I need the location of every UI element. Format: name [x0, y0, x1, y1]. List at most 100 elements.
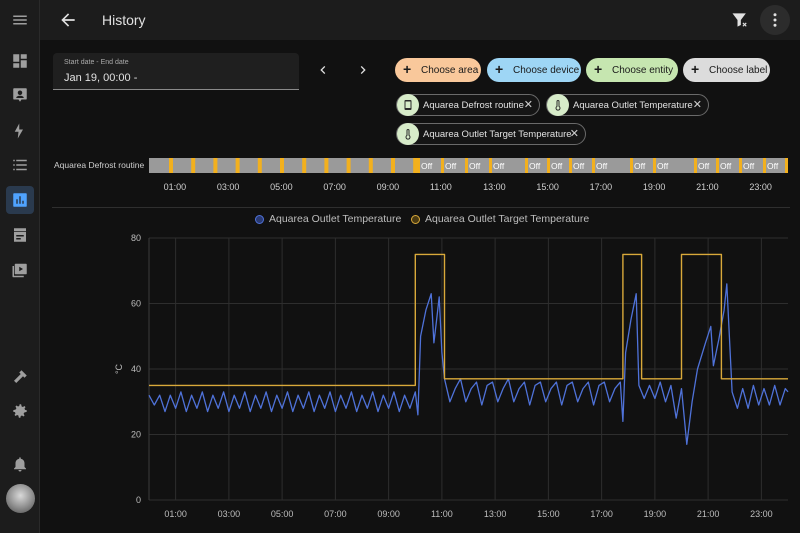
selected-entity-chip: Aquarea Outlet Temperature ✕	[546, 94, 709, 116]
legend-label: Aquarea Outlet Target Temperature	[425, 213, 590, 225]
timeline-tick-label: 09:00	[376, 182, 400, 192]
plus-icon: +	[594, 61, 603, 77]
timeline-tick-label: 05:00	[270, 182, 293, 192]
timeline-blip	[525, 158, 528, 173]
x-tick-label: 05:00	[271, 509, 294, 519]
legend-item-target-temperature[interactable]: Aquarea Outlet Target Temperature	[411, 213, 589, 225]
y-tick-label: 60	[131, 299, 141, 309]
timeline-off-label: Off	[469, 161, 481, 171]
x-tick-label: 03:00	[218, 509, 241, 519]
dashboard-icon[interactable]	[6, 47, 34, 75]
close-icon[interactable]: ✕	[523, 99, 533, 111]
previous-period-icon[interactable]	[315, 62, 331, 78]
filter-remove-icon[interactable]	[730, 10, 750, 30]
x-tick-label: 19:00	[644, 509, 667, 519]
timeline-off-label: Off	[596, 161, 608, 171]
x-tick-label: 07:00	[324, 509, 347, 519]
timeline-blip	[391, 158, 395, 173]
more-vertical-icon[interactable]	[760, 5, 790, 35]
sidebar	[0, 0, 40, 533]
timeline-off-label: Off	[698, 161, 710, 171]
choose-entity-label: Choose entity	[612, 64, 674, 76]
timeline-blip	[213, 158, 218, 173]
timeline-blip	[785, 158, 788, 173]
choose-area-label: Choose area	[421, 64, 479, 76]
menu-icon[interactable]	[6, 6, 34, 34]
choose-entity-button[interactable]: + Choose entity	[586, 58, 678, 82]
timeline-tick-label: 23:00	[749, 182, 772, 192]
timeline-blip	[191, 158, 196, 173]
back-arrow-icon[interactable]	[58, 10, 78, 30]
chart-legend: Aquarea Outlet Temperature Aquarea Outle…	[0, 213, 800, 229]
x-tick-label: 17:00	[590, 509, 613, 519]
thermometer-icon	[397, 123, 419, 145]
close-icon[interactable]: ✕	[569, 128, 579, 140]
timeline-off-label: Off	[767, 161, 779, 171]
y-tick-label: 0	[136, 495, 141, 505]
close-icon[interactable]: ✕	[692, 99, 702, 111]
next-period-icon[interactable]	[355, 62, 371, 78]
lightning-icon[interactable]	[6, 117, 34, 145]
divider	[52, 207, 790, 208]
legend-swatch	[255, 214, 264, 224]
timeline-tick-label: 01:00	[163, 182, 187, 192]
choose-label-button[interactable]: + Choose label	[683, 58, 770, 82]
hacs-icon[interactable]	[6, 221, 34, 249]
legend-swatch	[411, 214, 420, 224]
x-tick-label: 21:00	[697, 509, 720, 519]
timeline-blip	[417, 158, 420, 173]
choose-area-button[interactable]: + Choose area	[395, 58, 481, 82]
gear-icon[interactable]	[6, 397, 34, 425]
timeline-bar[interactable]: Off Off Off Off Off Off Off Off Off Off Off Off Off O…	[149, 158, 788, 173]
x-tick-label: 01:00	[164, 509, 187, 519]
timeline-blip	[257, 158, 262, 173]
play-box-icon[interactable]	[6, 255, 34, 283]
list-icon[interactable]	[6, 151, 34, 179]
timeline-tick-label: 11:00	[429, 182, 452, 192]
timeline-blip	[169, 158, 173, 173]
timeline-blip	[716, 158, 719, 173]
cellphone-icon	[397, 94, 419, 116]
choose-label-label: Choose label	[709, 64, 768, 76]
selected-entity-label: Aquarea Outlet Temperature	[573, 99, 693, 111]
account-box-icon[interactable]	[6, 81, 34, 109]
timeline-blip	[302, 158, 307, 173]
timeline-off-label: Off	[421, 161, 433, 171]
selected-entity-chip: Aquarea Defrost routine ✕	[396, 94, 540, 116]
date-range-picker[interactable]: Start date - End date Jan 19, 00:00 -	[53, 53, 299, 90]
date-range-label: Start date - End date	[64, 59, 129, 66]
y-tick-label: 20	[131, 430, 141, 440]
hammer-icon[interactable]	[6, 363, 34, 391]
y-tick-label: 40	[131, 364, 141, 374]
bell-icon[interactable]	[6, 450, 34, 478]
x-tick-label: 13:00	[484, 509, 507, 519]
timeline-blip	[489, 158, 492, 173]
selected-entity-label: Aquarea Defrost routine	[423, 99, 524, 111]
timeline-blip	[739, 158, 742, 173]
timeline-off-label: Off	[551, 161, 563, 171]
timeline-on-segment	[149, 158, 788, 173]
x-tick-label: 11:00	[431, 509, 453, 519]
date-range-value: Jan 19, 00:00 -	[64, 72, 138, 84]
selected-entity-label: Aquarea Outlet Target Temperature	[423, 128, 572, 140]
timeline-blip	[441, 158, 444, 173]
timeline-off-label: Off	[657, 161, 669, 171]
chart-box-icon[interactable]	[6, 186, 34, 214]
timeline-blip	[235, 158, 240, 173]
timeline-blip	[547, 158, 550, 173]
timeline-blip	[569, 158, 572, 173]
avatar[interactable]	[6, 484, 35, 513]
timeline-blip	[763, 158, 766, 173]
legend-item-outlet-temperature[interactable]: Aquarea Outlet Temperature	[255, 213, 401, 225]
y-tick-label: 80	[131, 233, 141, 243]
timeline-off-label: Off	[493, 161, 505, 171]
choose-device-button[interactable]: + Choose device	[487, 58, 581, 82]
timeline-blip	[592, 158, 595, 173]
timeline-blip	[694, 158, 697, 173]
timeline-blip	[346, 158, 351, 173]
timeline-off-label: Off	[573, 161, 585, 171]
timeline-off-label: Off	[529, 161, 541, 171]
plus-icon: +	[691, 61, 700, 77]
x-tick-label: 15:00	[537, 509, 560, 519]
series-line-target-temperature	[149, 253, 788, 387]
